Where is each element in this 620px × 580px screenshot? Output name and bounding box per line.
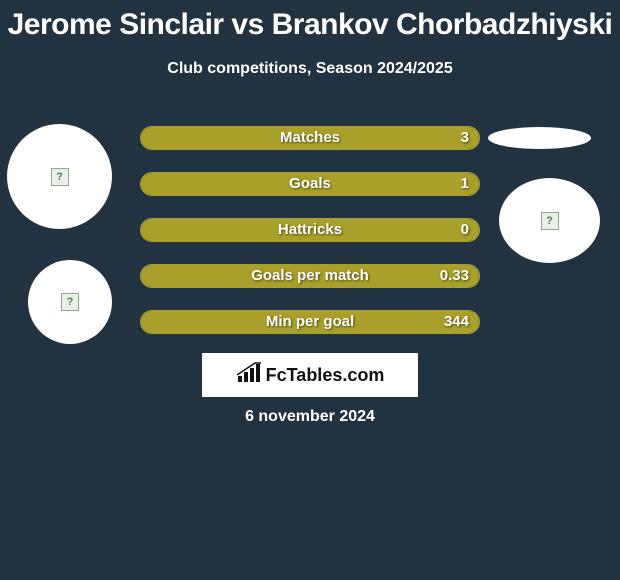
stat-bar-fill xyxy=(141,219,479,241)
subtitle: Club competitions, Season 2024/2025 xyxy=(0,60,620,78)
stat-bar-fill xyxy=(141,311,479,333)
placeholder-icon: ? xyxy=(51,168,69,186)
brand-chart-icon xyxy=(236,362,262,389)
player1-club-avatar: ? xyxy=(28,260,112,344)
date-label: 6 november 2024 xyxy=(0,408,620,426)
stat-bar-fill xyxy=(141,265,479,287)
player2-club-oval xyxy=(488,127,591,149)
placeholder-icon: ? xyxy=(541,212,559,230)
player2-avatar: ? xyxy=(499,178,600,263)
stats-bars: Matches3 Goals1 Hattricks0 Goals per match0… xyxy=(140,126,480,356)
stat-bar-fill xyxy=(141,127,479,149)
brand-text: FcTables.com xyxy=(266,365,385,386)
placeholder-icon: ? xyxy=(61,293,79,311)
brand-badge: FcTables.com xyxy=(202,353,418,397)
stat-bar-fill xyxy=(141,173,479,195)
player1-avatar: ? xyxy=(7,124,112,229)
stat-bar: Goals1 xyxy=(140,172,480,196)
stat-bar: Goals per match0.33 xyxy=(140,264,480,288)
stat-bar: Min per goal344 xyxy=(140,310,480,334)
stat-bar: Matches3 xyxy=(140,126,480,150)
page-title: Jerome Sinclair vs Brankov Chorbadzhiysk… xyxy=(0,0,620,42)
stat-bar: Hattricks0 xyxy=(140,218,480,242)
